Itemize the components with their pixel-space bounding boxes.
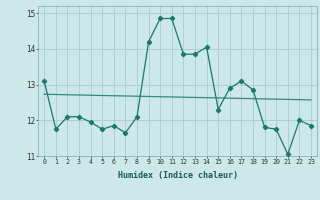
X-axis label: Humidex (Indice chaleur): Humidex (Indice chaleur) — [118, 171, 238, 180]
